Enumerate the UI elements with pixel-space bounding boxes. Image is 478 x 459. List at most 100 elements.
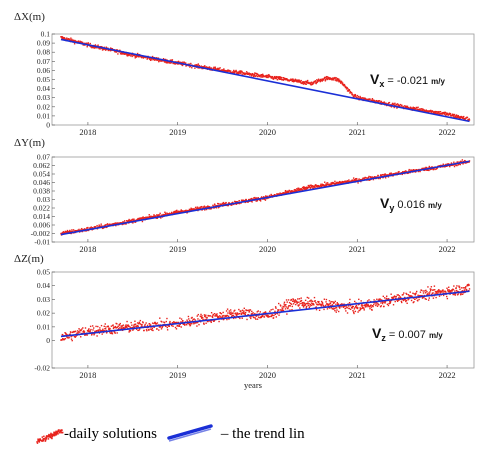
data-point [227,204,229,207]
data-point [224,203,226,205]
data-point [83,228,86,230]
data-point [434,112,436,114]
data-point [285,306,287,308]
data-point [149,216,151,218]
data-point [365,177,367,179]
data-point [269,310,271,313]
data-point [461,293,464,295]
x-tick-label: 2021 [349,127,366,137]
data-point [427,286,429,288]
data-point [171,321,174,324]
data-point [155,59,157,61]
data-point [306,80,308,83]
data-point [65,38,67,40]
data-point [459,116,461,118]
data-point [151,327,153,330]
data-point [235,313,238,315]
data-point [188,63,190,65]
data-point [429,289,432,292]
data-point [71,38,73,41]
data-point [177,321,180,324]
data-point [253,73,256,76]
data-point [196,321,199,324]
data-point [112,327,115,330]
data-point [228,310,230,312]
y-axis-label: ΔY(m) [14,137,45,149]
data-point [413,301,415,303]
data-point [180,209,182,211]
y-tick-label: 0.02 [37,309,50,318]
data-point [253,197,255,199]
data-point [232,314,235,317]
data-point [373,303,375,306]
data-point [187,315,190,318]
data-point [367,303,369,306]
data-point [171,324,173,327]
data-point [248,198,250,201]
data-point [196,206,199,208]
y-tick-label: 0.08 [37,48,50,57]
data-point [424,298,426,300]
data-point [116,222,118,225]
data-point [87,330,89,333]
data-point [330,183,332,186]
data-point [88,328,90,330]
data-point [336,309,338,311]
data-point [166,317,168,320]
data-point [304,304,306,306]
data-point [349,308,352,311]
data-point [418,298,420,301]
data-point [466,116,469,119]
data-point [77,332,79,334]
data-point [284,77,286,80]
data-point [270,315,273,318]
data-point [261,75,263,77]
data-point [363,98,365,100]
data-point [321,302,324,304]
data-point [106,223,109,225]
data-point [358,178,360,180]
data-point [263,196,265,198]
data-point [73,43,76,45]
x-tick-label: 2021 [349,370,366,380]
data-point [64,37,66,40]
data-point [286,301,288,303]
data-point [360,300,362,302]
data-point [142,56,144,58]
data-point [451,290,453,292]
data-point [200,313,202,316]
data-point [310,184,312,186]
data-point [424,292,427,294]
data-point [145,216,147,219]
data-point [138,217,141,219]
data-point [86,46,88,48]
data-point [364,305,367,307]
data-point [354,310,357,313]
data-point [102,227,105,229]
data-point [406,105,409,108]
data-point [408,106,410,109]
data-point [164,211,166,213]
data-point [91,325,94,327]
data-point [453,165,456,168]
data-point [144,325,146,327]
data-point [176,63,179,65]
data-point [436,167,438,169]
data-point [453,113,456,116]
data-point [306,302,309,305]
data-point [138,321,141,324]
data-point [402,293,404,296]
data-point [327,303,329,305]
data-point [334,77,336,79]
data-point [118,324,121,326]
data-point [455,289,458,292]
data-point [160,328,163,330]
data-point [245,199,248,201]
data-point [462,163,464,165]
data-point [360,180,362,183]
data-point [93,333,96,335]
data-point [210,312,213,314]
data-point [348,89,351,92]
data-point [99,48,101,50]
data-point [348,307,350,310]
